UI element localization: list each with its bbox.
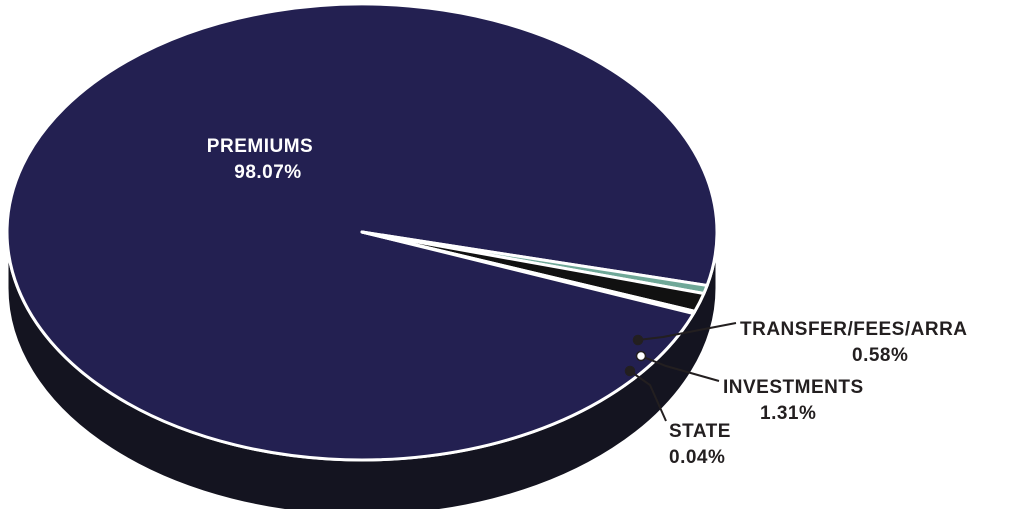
slice-value-state: 0.04% bbox=[669, 447, 725, 468]
leader-lines bbox=[624, 322, 737, 422]
leader-line-state bbox=[629, 370, 667, 422]
pie-slices bbox=[5, 2, 719, 462]
slice-label-investments: INVESTMENTS bbox=[723, 377, 864, 398]
leader-dot-transfer bbox=[632, 334, 644, 346]
slice-label-state: STATE bbox=[669, 421, 731, 442]
slice-value-investments: 1.31% bbox=[760, 403, 816, 424]
slice-value-premiums: 98.07% bbox=[234, 162, 301, 183]
leader-line-transfer bbox=[637, 322, 737, 341]
slice-label-transfer: TRANSFER/FEES/ARRA bbox=[740, 319, 968, 340]
slice-label-premiums: PREMIUMS bbox=[207, 136, 313, 157]
leader-dot-investments bbox=[635, 350, 647, 362]
slice-value-transfer: 0.58% bbox=[852, 345, 908, 366]
leader-dot-state bbox=[624, 365, 636, 377]
leader-line-investments bbox=[640, 355, 720, 382]
slice-state bbox=[360, 230, 697, 316]
